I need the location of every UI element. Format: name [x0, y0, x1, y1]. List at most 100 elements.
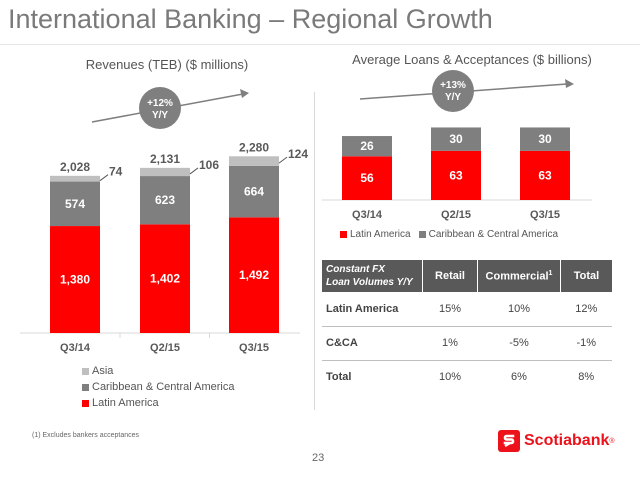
- loans-chart: 56 26 Q3/14 63 30 Q2/15 63 30 Q3/15 +13%Y/Y: [322, 70, 592, 221]
- loan-volumes-table-container: Constant FX Loan Volumes Y/Y Retail Comm…: [322, 260, 612, 394]
- header-title-line: Constant FX: [326, 264, 385, 275]
- bar-segment: [50, 226, 100, 333]
- x-tick-label: Q3/15: [530, 209, 560, 221]
- bar-segment: [140, 176, 190, 225]
- latin-america-swatch: [82, 399, 89, 407]
- legend-label: Caribbean & Central America: [428, 229, 559, 240]
- latin-america-swatch: [340, 231, 347, 238]
- legend-label: Asia: [92, 365, 114, 377]
- column-header-total: Total: [560, 260, 612, 292]
- table-cell: -1%: [560, 326, 612, 361]
- row-label: Total: [326, 371, 352, 384]
- slide-title: International Banking – Regional Growth: [8, 4, 493, 34]
- data-label: 74: [109, 165, 123, 179]
- caribbean-swatch: [82, 383, 89, 391]
- loan-volumes-table: Constant FX Loan Volumes Y/Y Retail Comm…: [322, 260, 612, 394]
- data-label: 124: [288, 147, 308, 161]
- section-divider: [314, 92, 315, 410]
- registered-mark: ®: [609, 437, 615, 445]
- data-label: 56: [360, 171, 374, 185]
- total-label: 2,280: [239, 140, 269, 154]
- total-label: 2,028: [60, 160, 90, 174]
- header-title-line: Loan Volumes Y/Y: [326, 277, 413, 288]
- label-leader: [189, 167, 199, 175]
- bar-segment: [140, 224, 190, 333]
- table-row: Latin America 15% 10% 12%: [322, 292, 612, 327]
- legend-item-caribbean: Caribbean & Central America: [82, 381, 234, 393]
- asia-swatch: [82, 367, 89, 375]
- column-header-retail: Retail: [422, 260, 478, 292]
- revenue-legend: Asia Caribbean & Central America Latin A…: [82, 365, 234, 409]
- growth-label: Y/Y: [445, 92, 461, 103]
- data-label: 30: [538, 132, 552, 146]
- loans-legend: Latin America Caribbean & Central Americ…: [340, 229, 558, 240]
- x-tick-label: Q3/14: [352, 209, 383, 221]
- data-label: 106: [199, 158, 219, 172]
- bar-segment: [50, 181, 100, 227]
- growth-label: +12%: [147, 98, 173, 109]
- x-tick-label: Q3/15: [239, 342, 269, 354]
- data-label: 623: [155, 193, 175, 207]
- legend-label: Latin America: [350, 229, 411, 240]
- bar-segment: [50, 175, 100, 182]
- trend-arrow-icon: [565, 79, 574, 88]
- growth-badge: [139, 87, 181, 129]
- x-tick-label: Q2/15: [150, 342, 180, 354]
- legend-item-asia: Asia: [82, 365, 234, 377]
- growth-label: +13%: [440, 80, 466, 91]
- legend-item-caribbean: Caribbean & Central America: [418, 229, 559, 240]
- label-leader: [278, 156, 288, 164]
- growth-label: Y/Y: [152, 110, 168, 121]
- footnote: (1) Excludes bankers acceptances: [32, 432, 139, 439]
- scotiabank-s-icon: [498, 430, 520, 452]
- loans-chart-title: Average Loans & Acceptances ($ billions): [352, 52, 592, 67]
- bar-segment: [140, 167, 190, 177]
- table-cell: 10%: [477, 292, 561, 327]
- bar-segment: [520, 127, 570, 151]
- table-row: Total 10% 6% 8%: [322, 360, 612, 394]
- legend-item-latin-america: Latin America: [340, 229, 411, 240]
- bar-segment: [342, 136, 392, 157]
- table-cell: 8%: [578, 371, 595, 384]
- table-row: C&CA 1% -5% -1%: [322, 326, 612, 361]
- legend-label: Latin America: [92, 397, 159, 409]
- bar-segment: [520, 150, 570, 200]
- scotiabank-logo: Scotiabank ®: [498, 430, 615, 452]
- table-header-title: Constant FX Loan Volumes Y/Y: [322, 260, 423, 292]
- row-label: C&CA: [322, 326, 423, 361]
- table-cell: 15%: [422, 292, 478, 327]
- revenue-chart-title: Revenues (TEB) ($ millions): [85, 57, 249, 72]
- page-number: 23: [312, 452, 325, 464]
- brand-name: Scotiabank: [524, 432, 610, 449]
- title-divider: [0, 44, 640, 45]
- revenue-chart: 1,380 574 2,028 74 Q3/14 1,402 623 2,131 106 Q2/1…: [20, 87, 308, 354]
- table-header-row: Constant FX Loan Volumes Y/Y Retail Comm…: [322, 260, 612, 292]
- column-header-label: Commercial: [485, 270, 549, 283]
- data-label: 26: [360, 139, 374, 153]
- growth-badge: [432, 70, 474, 112]
- table-cell: 6%: [511, 371, 527, 384]
- bar-segment: [431, 150, 481, 200]
- data-label: 1,402: [150, 272, 180, 286]
- bar-segment: [431, 127, 481, 151]
- data-label: 30: [449, 132, 463, 146]
- data-label: 63: [538, 168, 552, 182]
- column-header-commercial: Commercial1: [477, 260, 561, 292]
- label-leader: [99, 174, 109, 182]
- data-label: 1,492: [239, 268, 269, 282]
- footnote-marker: 1: [548, 269, 553, 277]
- row-label: Latin America: [322, 292, 423, 327]
- caribbean-swatch: [418, 231, 426, 238]
- data-label: 1,380: [60, 273, 90, 287]
- table-cell: 10%: [438, 371, 462, 384]
- x-tick-label: Q3/14: [60, 342, 91, 354]
- bar-segment: [342, 156, 392, 200]
- trend-arrow-icon: [240, 89, 249, 98]
- table-cell: 1%: [422, 326, 478, 361]
- legend-item-latin-america: Latin America: [82, 397, 234, 409]
- bar-segment: [229, 165, 279, 218]
- data-label: 664: [244, 185, 264, 199]
- bar-segment: [229, 156, 279, 166]
- table-cell: -5%: [477, 326, 561, 361]
- data-label: 63: [449, 168, 463, 182]
